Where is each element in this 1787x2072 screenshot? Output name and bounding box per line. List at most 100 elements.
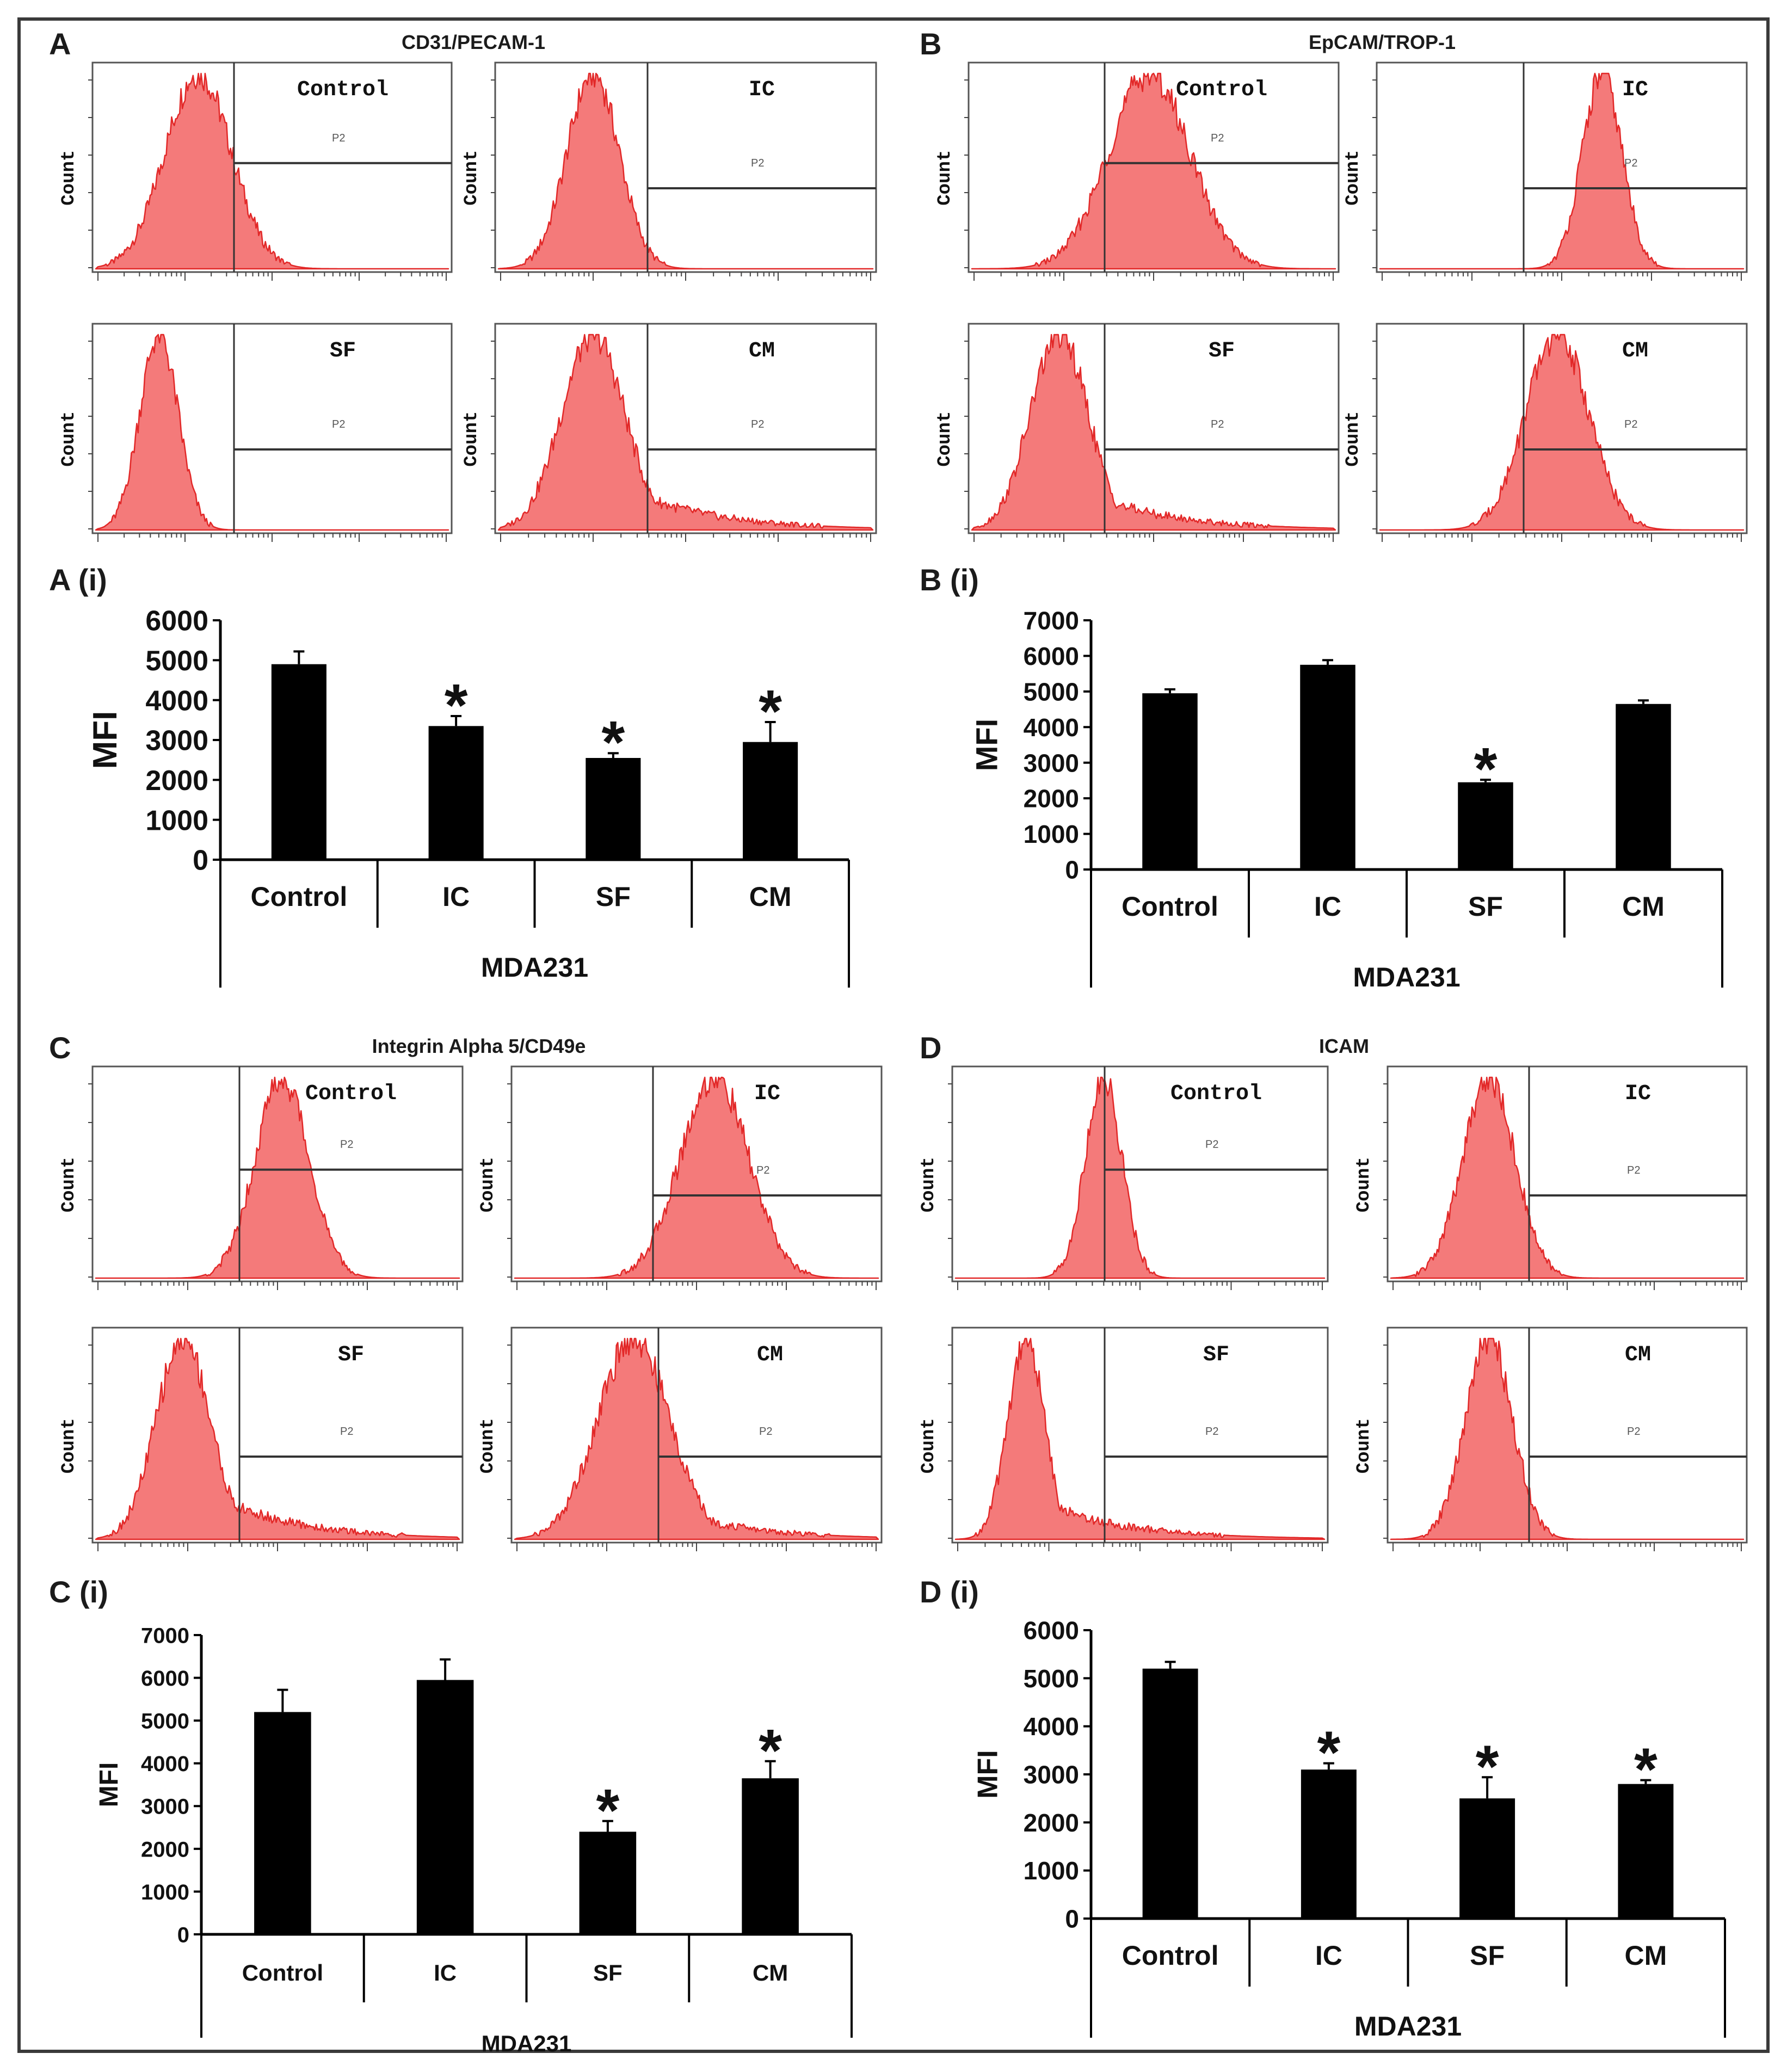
sample-label: Control [1176, 78, 1267, 102]
histogram-sf: Count P2 SF [935, 323, 1340, 542]
panel-b-i-label: B (i) [920, 563, 979, 597]
count-axis-label: Count [461, 411, 482, 467]
gate-label: P2 [1627, 1164, 1640, 1176]
category-label-cm: CM [753, 1960, 788, 1985]
significance-asterisk-sf: * [1476, 1733, 1499, 1800]
count-axis-label: Count [935, 150, 956, 206]
histogram-curve [95, 334, 449, 531]
y-tick-label: 2000 [1024, 785, 1079, 813]
panel-c-title: Integrin Alpha 5/CD49e [372, 1035, 586, 1057]
gate-label: P2 [751, 157, 764, 169]
category-label-sf: SF [1468, 891, 1503, 922]
y-tick-label: 4000 [1024, 713, 1079, 742]
sample-label: CM [1625, 1343, 1651, 1367]
y-tick-label: 2000 [1024, 1809, 1079, 1837]
panel-b-title: EpCAM/TROP-1 [1309, 31, 1456, 53]
gate-label: P2 [1205, 1139, 1218, 1151]
panel-d-letter: D [920, 1031, 941, 1065]
sample-label: Control [305, 1082, 397, 1106]
category-label-ic: IC [434, 1960, 457, 1985]
bar-ic [416, 1680, 474, 1934]
y-tick-label: 5000 [145, 645, 208, 677]
count-axis-label: Count [59, 1157, 79, 1212]
category-label-sf: SF [596, 881, 631, 912]
count-axis-label: Count [478, 1157, 498, 1212]
histogram-cm: Count P2 CM [1343, 323, 1748, 542]
panel-c-i-plot: 7000 6000 5000 4000 3000 2000 1000 0 MFI Control I… [95, 1624, 853, 2056]
gate-label: P2 [759, 1426, 772, 1438]
category-label-cm: CM [749, 881, 792, 912]
category-label-control: Control [242, 1960, 323, 1985]
histogram-ic: Count P2 IC [1354, 1065, 1748, 1290]
x-axis-label: MDA231 [481, 952, 588, 983]
significance-asterisk-ic: * [445, 672, 468, 739]
y-axis-label: MFI [87, 711, 124, 769]
sample-label: SF [338, 1343, 364, 1367]
count-axis-label: Count [935, 411, 956, 467]
histogram-control: Count P2 Control [59, 1065, 464, 1290]
sample-label: Control [1170, 1082, 1262, 1106]
histogram-frame [1376, 61, 1748, 273]
histogram-curve [1390, 1076, 1745, 1279]
bar-cm [743, 742, 798, 860]
y-tick-label: 3000 [1024, 1761, 1079, 1789]
y-tick-label: 2000 [141, 1837, 189, 1861]
sample-label: CM [749, 339, 775, 363]
y-tick-label: 1000 [141, 1880, 189, 1904]
count-axis-label: Count [59, 150, 79, 206]
y-tick-label: 6000 [1024, 1617, 1079, 1645]
y-tick-label: 3000 [141, 1795, 189, 1819]
sample-label: IC [749, 78, 775, 102]
sample-label: SF [1203, 1343, 1229, 1367]
sample-label: IC [1625, 1082, 1651, 1106]
category-label-sf: SF [1470, 1940, 1505, 1971]
y-tick-label: 6000 [1024, 642, 1079, 670]
category-label-cm: CM [1622, 891, 1665, 922]
y-tick-label: 3000 [1024, 749, 1079, 777]
y-tick-label: 5000 [1024, 677, 1079, 706]
histogram-curve [971, 72, 1336, 270]
y-tick-label: 0 [177, 1923, 189, 1947]
panel-a-title: CD31/PECAM-1 [402, 31, 545, 53]
y-axis-label: MFI [95, 1762, 124, 1808]
gate-label: P2 [340, 1426, 353, 1438]
histogram-curve [95, 72, 449, 270]
histogram-control: Count P2 Control [919, 1065, 1329, 1290]
histogram-ic: Count P2 IC [461, 61, 877, 281]
category-label-control: Control [1122, 1940, 1219, 1971]
category-label-sf: SF [593, 1960, 623, 1985]
sample-label: IC [1622, 78, 1648, 102]
sample-label: IC [754, 1082, 780, 1106]
y-tick-label: 4000 [145, 685, 208, 717]
y-tick-label: 4000 [141, 1752, 189, 1776]
significance-asterisk-ic: * [1317, 1719, 1340, 1786]
panel-d-i-plot: 6000 5000 4000 3000 2000 1000 0 MFI Control * IC * S… [972, 1617, 1726, 2042]
panel-b-i-bar-chart: B (i) 7000 6000 5000 4000 3000 2000 1000 0 MFI Co… [920, 563, 1723, 992]
gate-label: P2 [756, 1164, 769, 1176]
y-tick-label: 6000 [141, 1667, 189, 1691]
count-axis-label: Count [1354, 1157, 1375, 1212]
gate-label: P2 [340, 1139, 353, 1151]
category-label-ic: IC [442, 881, 470, 912]
bar-control [271, 664, 326, 860]
gate-label: P2 [1211, 418, 1224, 430]
gate-label: P2 [332, 132, 345, 144]
category-label-cm: CM [1624, 1940, 1667, 1971]
bar-cm [1618, 1784, 1674, 1919]
panel-b-letter: B [920, 27, 941, 61]
panel-c-i-label: C (i) [49, 1575, 108, 1609]
histogram-sf: Count P2 SF [59, 1327, 464, 1551]
histogram-frame [951, 1065, 1329, 1282]
gate-label: P2 [1624, 418, 1637, 430]
histogram-curve [95, 1337, 460, 1540]
panel-d-i-label: D (i) [920, 1575, 979, 1609]
category-label-control: Control [1122, 891, 1218, 922]
gate-label: P2 [1624, 157, 1637, 169]
count-axis-label: Count [461, 150, 482, 206]
sample-label: SF [330, 339, 356, 363]
y-tick-label: 0 [193, 845, 208, 877]
